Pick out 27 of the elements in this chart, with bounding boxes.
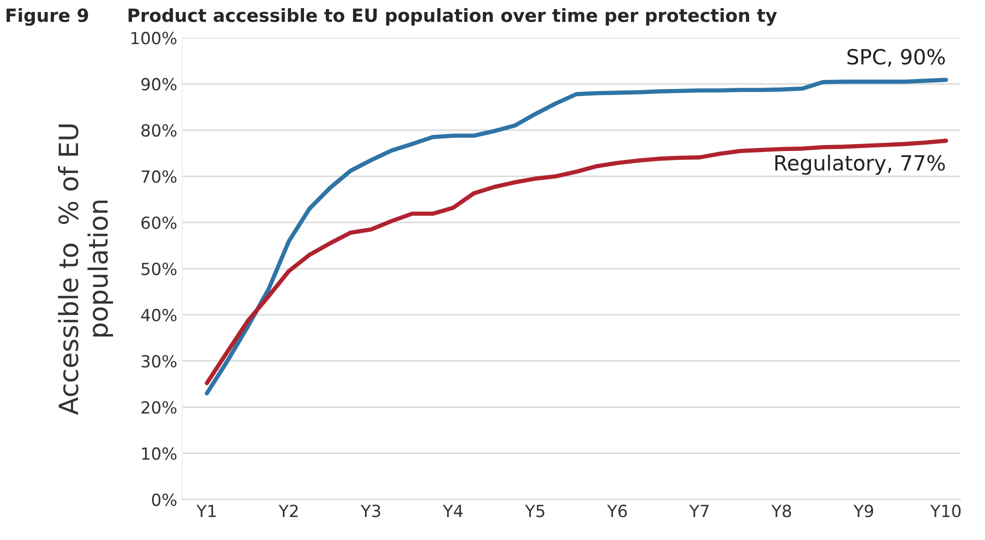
y-tick-label: 30%	[142, 354, 176, 368]
x-tick-label: Y2	[278, 504, 298, 518]
x-tick-label: Y10	[930, 504, 961, 518]
y-axis-title: Accessible to % of EU population	[58, 124, 114, 415]
y-tick-label: 20%	[142, 401, 176, 414]
line-series	[204, 78, 948, 396]
x-tick-label: Y8	[771, 504, 791, 518]
x-tick-label: Y9	[853, 504, 874, 518]
x-tick-label: Y4	[442, 504, 463, 518]
chart-title: Figure 9 Product accessible to EU population over time per protection ty	[6, 8, 777, 26]
y-tick-label: 80%	[141, 124, 176, 137]
annotation: Regulatory, 77%	[775, 154, 945, 175]
line-series	[204, 138, 948, 386]
y-tick-label: 90%	[141, 78, 176, 91]
y-tick-label: 0%	[152, 493, 176, 506]
y-tick-label: 50%	[142, 262, 176, 276]
x-tick-label: Y5	[524, 504, 544, 518]
y-tick-label: 60%	[141, 216, 176, 230]
annotation: SPC, 90%	[847, 48, 945, 67]
x-tick-label: Y3	[360, 504, 380, 518]
x-tick-label: Y7	[689, 504, 709, 518]
y-tick-label: 100%	[132, 32, 176, 44]
y-tick-label: 70%	[142, 170, 176, 183]
x-tick-label: Y1	[196, 504, 216, 518]
y-tick-label: 40%	[141, 308, 176, 322]
x-tick-label: Y6	[607, 504, 627, 518]
y-tick-label: 10%	[142, 447, 176, 460]
